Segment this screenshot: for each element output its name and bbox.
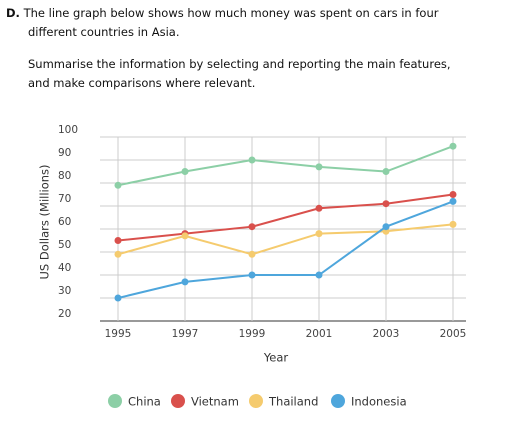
y-tick-label: 50	[58, 239, 71, 251]
task-text: D. The line graph below shows how much m…	[6, 4, 476, 93]
x-tick-label: 1997	[172, 328, 199, 340]
x-tick-label: 2005	[440, 328, 467, 340]
y-tick-label: 100	[58, 124, 78, 136]
data-point	[181, 232, 189, 240]
y-tick-label: 70	[58, 193, 71, 205]
legend-marker	[108, 394, 122, 408]
data-point	[248, 250, 256, 258]
data-point	[449, 197, 457, 205]
data-point	[248, 271, 256, 279]
task-instruction: Summarise the information by selecting a…	[28, 57, 451, 90]
legend-label: Thailand	[268, 395, 318, 409]
data-point	[114, 181, 122, 189]
x-tick-label: 1999	[239, 328, 266, 340]
data-point	[315, 271, 323, 279]
y-tick-label: 30	[58, 285, 71, 297]
y-tick-label: 60	[58, 216, 71, 228]
task-sentence: The line graph below shows how much mone…	[23, 6, 439, 39]
y-tick-label: 80	[58, 170, 71, 182]
legend-label: Vietnam	[191, 395, 239, 409]
data-point	[248, 223, 256, 231]
data-point	[382, 200, 390, 208]
data-point	[248, 156, 256, 164]
series-line	[117, 145, 454, 187]
data-point	[382, 168, 390, 175]
data-point	[315, 204, 323, 212]
task-label: D.	[6, 6, 20, 20]
data-point	[315, 163, 323, 171]
data-point	[181, 278, 189, 286]
x-tick-label: 1995	[105, 328, 132, 340]
data-point	[114, 250, 122, 258]
x-tick-label: 2001	[306, 328, 333, 340]
data-point	[449, 220, 457, 228]
y-tick-label: 40	[58, 262, 71, 274]
legend-marker	[249, 394, 263, 408]
series-line	[117, 200, 454, 299]
x-tick-label: 2003	[373, 328, 400, 340]
series-line	[117, 193, 454, 242]
y-tick-label: 20	[58, 308, 71, 320]
data-point	[315, 230, 323, 238]
task-description: D. The line graph below shows how much m…	[6, 4, 476, 42]
legend-label: China	[128, 395, 161, 409]
data-point	[114, 294, 122, 302]
legend-marker	[331, 394, 345, 408]
data-point	[449, 191, 457, 198]
data-point	[382, 223, 390, 231]
y-tick-label: 90	[58, 147, 71, 159]
data-point	[181, 168, 189, 175]
legend-label: Indonesia	[351, 395, 407, 409]
data-point	[114, 237, 122, 244]
data-point	[449, 142, 457, 150]
y-axis-label: US Dollars (Millions)	[38, 164, 52, 279]
legend-marker	[171, 394, 185, 408]
x-axis-label: Year	[263, 351, 289, 365]
series-line	[117, 223, 454, 256]
